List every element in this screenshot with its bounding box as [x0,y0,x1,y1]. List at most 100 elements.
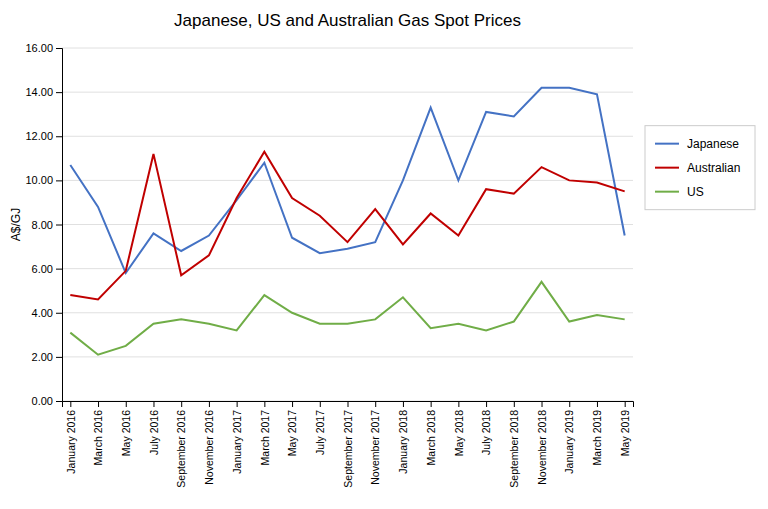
x-tick: November 2016 [203,401,215,485]
x-tick-mark [542,401,543,407]
x-tick-mark [403,401,404,407]
y-tick-mark [56,357,62,358]
x-tick: March 2019 [591,401,603,465]
x-tick-label: January 2019 [563,410,575,474]
y-tick-mark [56,92,62,93]
x-tick: January 2018 [397,401,409,474]
series-line [70,152,624,300]
x-tick: May 2019 [619,401,631,456]
x-tick: November 2018 [536,401,548,485]
x-tick-label: July 2016 [148,410,160,455]
y-tick-mark [56,313,62,314]
x-tick-mark [486,401,487,407]
x-tick-label: July 2018 [480,410,492,455]
x-tick: November 2017 [369,401,381,485]
y-tick: 0.00 [32,395,62,407]
x-tick-label: September 2016 [175,410,187,488]
legend-swatch [655,143,679,145]
x-tick-label: March 2019 [591,410,603,466]
x-tick-mark [237,401,238,407]
x-tick: May 2017 [286,401,298,456]
x-tick: January 2017 [231,401,243,474]
y-tick-mark [56,180,62,181]
x-tick-label: May 2017 [286,410,298,456]
x-tick: July 2018 [480,401,492,455]
x-tick-label: May 2018 [453,410,465,456]
x-tick: March 2017 [259,401,271,465]
x-tick-mark [348,401,349,407]
x-tick-label: November 2016 [203,410,215,485]
x-tick-label: January 2016 [64,410,76,474]
y-tick-mark [56,136,62,137]
grid [62,48,633,401]
x-tick-label: September 2018 [508,410,520,488]
legend-label: Japanese [687,137,739,151]
y-tick: 10.00 [25,174,62,186]
x-tick-mark [375,401,376,407]
x-tick-label: May 2019 [619,410,631,456]
y-tick-label: 0.00 [32,395,53,407]
grid-line [62,92,633,93]
legend-frame [645,126,755,210]
x-tick-label: March 2018 [425,410,437,466]
y-axis: 0.00 2.00 4.00 6.00 8.00 10.00 12.00 14.00 16.00 [25,42,62,407]
legend-label: US [687,185,704,199]
y-tick-label: 4.00 [32,307,53,319]
x-axis-line [63,402,634,408]
grid-line [62,224,633,225]
x-tick-mark [431,401,432,407]
plot: 0.00 2.00 4.00 6.00 8.00 10.00 12.00 14.00 16.00… [25,42,633,488]
x-tick-mark [292,401,293,407]
y-tick-mark [56,401,62,402]
y-tick-label: 2.00 [32,351,53,363]
grid-line [62,356,633,357]
y-tick-label: 16.00 [25,42,53,54]
x-tick-label: September 2017 [342,410,354,488]
x-tick: January 2019 [563,401,575,474]
y-tick: 6.00 [32,263,62,275]
legend-item: US [655,185,704,199]
y-tick-label: 12.00 [25,130,53,142]
y-tick-label: 8.00 [32,219,53,231]
legend: Japanese Australian US [645,126,755,210]
x-tick: March 2016 [92,401,104,465]
x-tick: July 2017 [314,401,326,455]
y-tick-label: 14.00 [25,86,53,98]
y-tick: 2.00 [32,351,62,363]
x-tick-label: March 2016 [92,410,104,466]
grid-line [62,312,633,313]
x-tick-mark [126,401,127,407]
y-tick: 12.00 [25,130,62,142]
x-tick: March 2018 [425,401,437,465]
legend-label: Australian [687,161,740,175]
x-tick-mark [98,401,99,407]
legend-swatch [655,191,679,193]
x-tick-mark [569,401,570,407]
x-tick-mark [209,401,210,407]
x-tick: January 2016 [64,401,76,474]
series-line [70,88,624,273]
y-axis-title: A$/GJ [9,208,23,241]
x-tick-label: November 2017 [369,410,381,485]
x-tick: September 2017 [342,401,354,488]
x-tick-mark [70,401,71,407]
y-tick: 16.00 [25,42,62,54]
grid-line [62,48,633,49]
x-tick-mark [181,401,182,407]
x-tick-mark [514,401,515,407]
x-tick-label: November 2018 [536,410,548,485]
x-tick: July 2016 [148,401,160,455]
x-tick-mark [264,401,265,407]
x-tick-label: May 2016 [120,410,132,456]
x-axis: January 2016 March 2016 May 2016 July 2016 S… [63,401,634,488]
x-tick-mark [597,401,598,407]
y-tick: 4.00 [32,307,62,319]
series-line [70,282,624,355]
x-tick-label: March 2017 [259,410,271,466]
legend-swatch [655,167,679,169]
legend-item: Japanese [655,137,739,151]
x-tick: May 2018 [453,401,465,456]
y-tick-label: 6.00 [32,263,53,275]
legend-item: Australian [655,161,740,175]
x-tick-mark [153,401,154,407]
